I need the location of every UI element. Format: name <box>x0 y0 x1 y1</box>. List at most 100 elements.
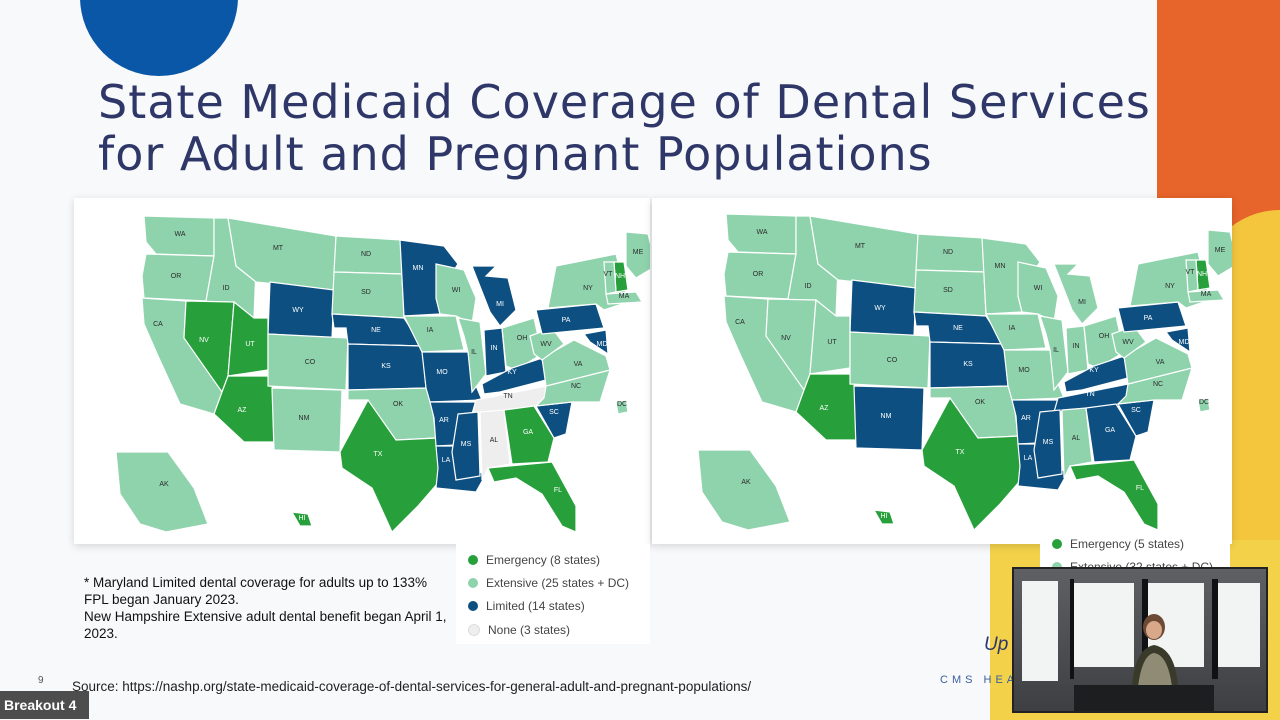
legend-dot <box>1052 539 1062 549</box>
state-label-il: IL <box>1053 347 1059 354</box>
state-label-ut: UT <box>245 341 255 348</box>
state-label-vt: VT <box>604 271 614 278</box>
state-label-ny: NY <box>1165 283 1175 290</box>
state-or <box>723 251 797 300</box>
state-label-dc: DC <box>1199 399 1209 406</box>
state-label-md: MD <box>1179 339 1190 346</box>
footnote-maryland: * Maryland Limited dental coverage for a… <box>84 575 427 607</box>
state-label-ia: IA <box>427 327 434 334</box>
state-label-wi: WI <box>452 287 461 294</box>
state-label-ut: UT <box>827 339 837 346</box>
state-label-ne: NE <box>371 327 381 334</box>
state-ut <box>809 298 851 375</box>
state-label-sd: SD <box>361 289 371 296</box>
state-label-hi: HI <box>881 513 888 520</box>
footnote: * Maryland Limited dental coverage for a… <box>84 574 454 642</box>
state-ms <box>451 411 481 481</box>
state-label-nh: NH <box>615 273 625 280</box>
state-label-dc: DC <box>617 401 627 408</box>
title-line-1: State Medicaid Coverage of Dental Servic… <box>98 75 1151 129</box>
state-tx <box>339 398 445 534</box>
state-wi <box>435 263 477 325</box>
state-label-il: IL <box>471 349 477 356</box>
state-hi <box>872 509 895 525</box>
state-al <box>479 409 511 481</box>
state-label-ks: KS <box>381 363 391 370</box>
state-wi <box>1017 261 1059 323</box>
state-ms <box>1033 409 1063 479</box>
state-label-nd: ND <box>361 251 371 258</box>
legend-label: Limited (14 states) <box>486 599 585 613</box>
state-label-me: ME <box>633 249 644 256</box>
speaker-video-thumbnail[interactable] <box>1012 567 1268 713</box>
state-label-wi: WI <box>1034 285 1043 292</box>
state-fl <box>1069 459 1159 531</box>
state-me <box>625 231 650 279</box>
legend-label: Emergency (5 states) <box>1070 537 1185 551</box>
state-label-nm: NM <box>881 413 892 420</box>
state-label-ms: MS <box>1043 439 1054 446</box>
legend-label: Extensive (25 states + DC) <box>486 576 630 590</box>
state-label-nc: NC <box>571 383 581 390</box>
state-label-tn: TN <box>503 393 512 400</box>
state-label-hi: HI <box>299 515 306 522</box>
footer-brand: CMS HEA <box>940 674 1019 686</box>
state-md <box>1164 327 1191 354</box>
state-label-or: OR <box>753 271 764 278</box>
state-tx <box>921 396 1027 532</box>
state-label-me: ME <box>1215 247 1226 254</box>
state-label-tx: TX <box>956 449 965 456</box>
state-label-ks: KS <box>963 361 973 368</box>
state-label-ky: KY <box>507 369 517 376</box>
state-label-md: MD <box>597 341 608 348</box>
state-ak <box>115 451 209 533</box>
state-label-pa: PA <box>1144 315 1153 322</box>
state-label-ms: MS <box>461 441 472 448</box>
legend-dot <box>468 555 478 565</box>
state-label-ca: CA <box>735 319 745 326</box>
state-label-mt: MT <box>273 245 284 252</box>
state-label-wa: WA <box>756 229 767 236</box>
state-label-or: OR <box>171 273 182 280</box>
state-or <box>141 253 215 302</box>
legend-dot <box>468 624 480 636</box>
state-label-wa: WA <box>174 231 185 238</box>
map-adult-coverage: WA OR CA ID NV MT WY UT AZ CO NM ND SD NE KS OK TX MN IA MO… <box>74 198 650 544</box>
state-md <box>582 329 609 356</box>
state-me <box>1207 229 1232 277</box>
state-label-ma: MA <box>619 293 630 300</box>
state-label-la: LA <box>1024 455 1033 462</box>
state-label-sc: SC <box>1131 407 1141 414</box>
state-label-wy: WY <box>292 307 304 314</box>
state-ia <box>403 315 465 353</box>
state-label-in: IN <box>491 345 498 352</box>
state-label-tx: TX <box>374 451 383 458</box>
state-hi <box>290 511 313 527</box>
slide-title: State Medicaid Coverage of Dental Servic… <box>98 76 1158 180</box>
legend-item: None (3 states) <box>468 621 570 639</box>
video-window <box>1074 583 1134 667</box>
video-window <box>1218 583 1260 667</box>
state-label-al: AL <box>1072 435 1081 442</box>
state-label-fl: FL <box>554 487 562 494</box>
legend-item: Emergency (8 states) <box>468 551 600 569</box>
state-mi <box>1053 263 1099 325</box>
state-label-ok: OK <box>393 401 403 408</box>
page-number: 9 <box>38 675 44 686</box>
state-label-mi: MI <box>1078 299 1086 306</box>
state-label-oh: OH <box>1099 333 1110 340</box>
state-vt <box>1185 259 1199 293</box>
legend-item: Emergency (5 states) <box>1052 535 1184 553</box>
state-dc <box>1197 397 1211 413</box>
state-fl <box>487 461 577 533</box>
state-al <box>1061 407 1093 479</box>
state-label-id: ID <box>805 283 812 290</box>
breakout-room-label: Breakout 4 <box>0 691 89 719</box>
state-label-ar: AR <box>439 417 449 424</box>
state-label-az: AZ <box>820 405 830 412</box>
state-label-oh: OH <box>517 335 528 342</box>
state-ut <box>227 300 269 377</box>
state-label-ak: AK <box>159 481 169 488</box>
video-window <box>1022 581 1058 681</box>
state-ak <box>697 449 791 531</box>
